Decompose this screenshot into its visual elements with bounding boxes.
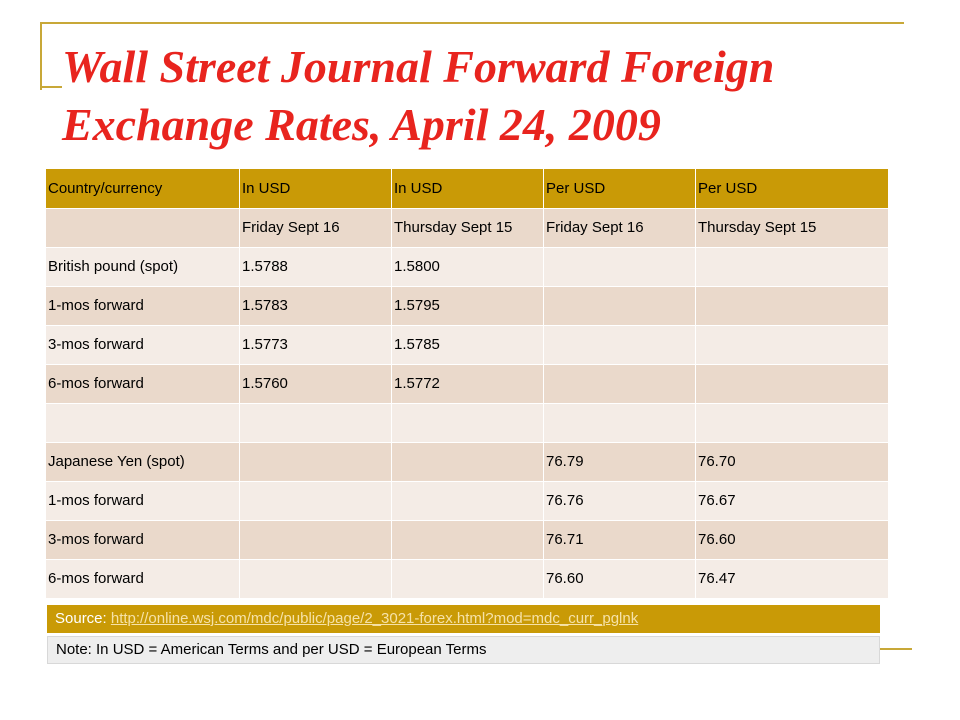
note-bar: Note: In USD = American Terms and per US… xyxy=(47,636,880,664)
table-cell: 1.5783 xyxy=(239,286,392,326)
table-cell: 76.47 xyxy=(695,559,889,599)
table-cell: 1.5773 xyxy=(239,325,392,365)
header-cell: Per USD xyxy=(543,168,696,209)
table-row: 6-mos forward 1.5760 1.5772 xyxy=(45,364,889,404)
table-cell xyxy=(391,442,544,482)
table-cell xyxy=(695,364,889,404)
table-cell xyxy=(45,208,240,248)
header-cell: Per USD xyxy=(695,168,889,209)
table-row: Friday Sept 16 Thursday Sept 15 Friday Sep… xyxy=(45,208,889,248)
table-cell: 76.79 xyxy=(543,442,696,482)
table-body: Country/currency In USD In USD Per USD P… xyxy=(45,168,889,599)
table-header-row: Country/currency In USD In USD Per USD P… xyxy=(45,168,889,209)
header-cell: In USD xyxy=(239,168,392,209)
table-row: 6-mos forward 76.60 76.47 xyxy=(45,559,889,599)
table-row xyxy=(45,403,889,443)
table-cell: British pound (spot) xyxy=(45,247,240,287)
table-cell xyxy=(239,559,392,599)
source-link[interactable]: http://online.wsj.com/mdc/public/page/2_… xyxy=(110,610,639,627)
frame-left-line xyxy=(40,22,42,90)
table-cell: 3-mos forward xyxy=(45,520,240,560)
table-cell xyxy=(239,442,392,482)
table-row: 1-mos forward 1.5783 1.5795 xyxy=(45,286,889,326)
table-cell xyxy=(239,403,392,443)
table-cell: 76.60 xyxy=(543,559,696,599)
table-row: Japanese Yen (spot) 76.79 76.70 xyxy=(45,442,889,482)
table-row: 3-mos forward 76.71 76.60 xyxy=(45,520,889,560)
table-cell: 1-mos forward xyxy=(45,286,240,326)
table-cell xyxy=(391,520,544,560)
header-cell: Country/currency xyxy=(45,168,240,209)
frame-bottom-right-line xyxy=(880,648,912,650)
table-cell: 6-mos forward xyxy=(45,559,240,599)
table-cell: 1.5785 xyxy=(391,325,544,365)
table-cell: 76.71 xyxy=(543,520,696,560)
table-cell: 6-mos forward xyxy=(45,364,240,404)
header-cell: In USD xyxy=(391,168,544,209)
table-row: 1-mos forward 76.76 76.67 xyxy=(45,481,889,521)
table-cell: 1.5795 xyxy=(391,286,544,326)
table-cell: Thursday Sept 15 xyxy=(391,208,544,248)
exchange-rate-table: Country/currency In USD In USD Per USD P… xyxy=(45,168,889,599)
table-cell: 76.76 xyxy=(543,481,696,521)
frame-short-line xyxy=(40,86,62,88)
table-cell xyxy=(543,247,696,287)
source-label: Source: xyxy=(55,610,111,627)
table-cell: Japanese Yen (spot) xyxy=(45,442,240,482)
table-cell: 1-mos forward xyxy=(45,481,240,521)
table-cell: 1.5760 xyxy=(239,364,392,404)
table-cell xyxy=(239,520,392,560)
table-cell: 76.67 xyxy=(695,481,889,521)
table-cell: 76.70 xyxy=(695,442,889,482)
slide-title: Wall Street Journal Forward Foreign Exch… xyxy=(62,41,775,150)
table-cell xyxy=(695,247,889,287)
table-cell: 1.5788 xyxy=(239,247,392,287)
table-cell xyxy=(391,403,544,443)
table-cell xyxy=(543,325,696,365)
table-row: British pound (spot) 1.5788 1.5800 xyxy=(45,247,889,287)
table-cell: Thursday Sept 15 xyxy=(695,208,889,248)
table-cell xyxy=(543,286,696,326)
table-cell xyxy=(695,325,889,365)
table-cell: Friday Sept 16 xyxy=(239,208,392,248)
table-cell xyxy=(391,481,544,521)
table-row: 3-mos forward 1.5773 1.5785 xyxy=(45,325,889,365)
table-cell xyxy=(695,286,889,326)
table-cell xyxy=(543,364,696,404)
table-cell: 1.5800 xyxy=(391,247,544,287)
table-cell xyxy=(695,403,889,443)
frame-top-line xyxy=(40,22,904,24)
table-cell xyxy=(239,481,392,521)
table-cell xyxy=(391,559,544,599)
table-cell: 3-mos forward xyxy=(45,325,240,365)
table-cell: 76.60 xyxy=(695,520,889,560)
table-cell: Friday Sept 16 xyxy=(543,208,696,248)
table-cell: 1.5772 xyxy=(391,364,544,404)
source-bar: Source: http://online.wsj.com/mdc/public… xyxy=(47,605,880,633)
table-cell xyxy=(45,403,240,443)
table-cell xyxy=(543,403,696,443)
